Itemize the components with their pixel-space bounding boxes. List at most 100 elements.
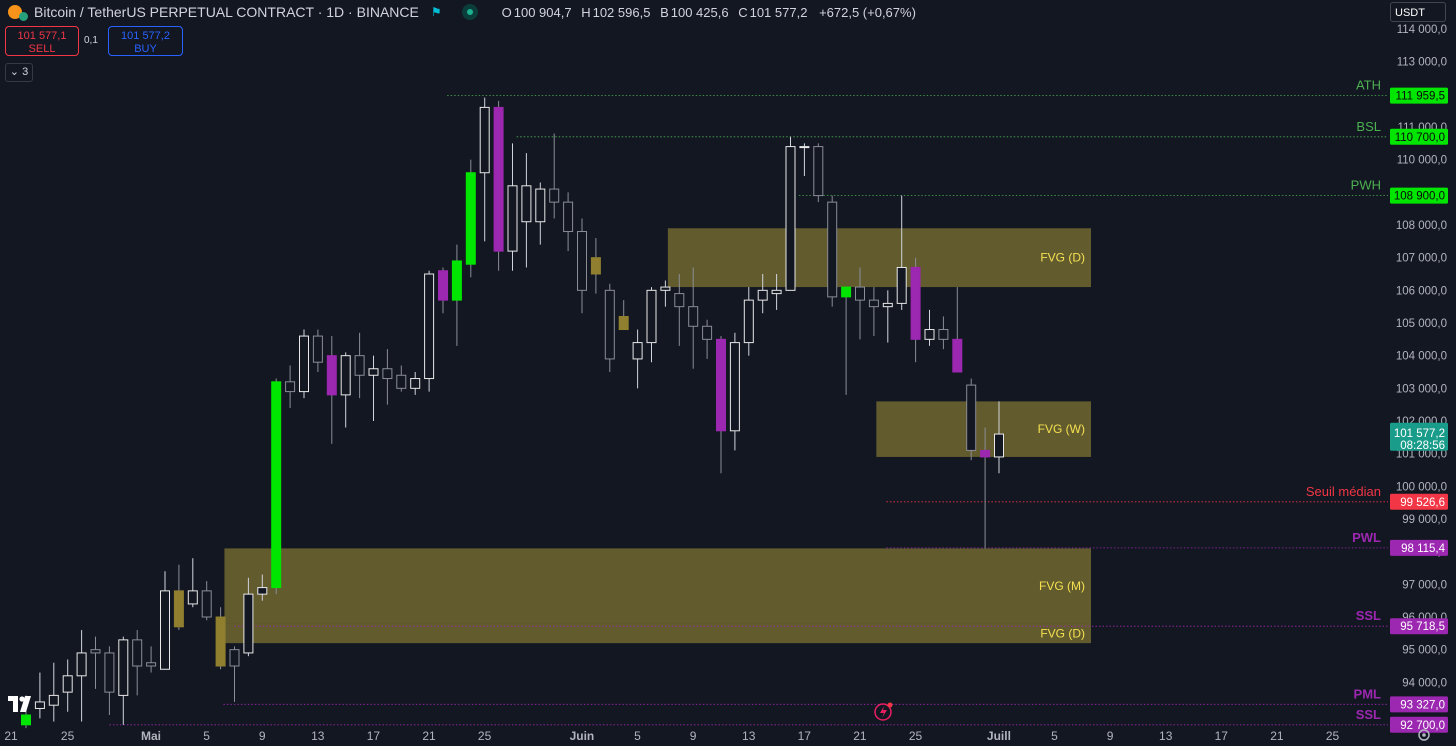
candle (396, 365, 407, 392)
candle (827, 195, 838, 307)
candle (257, 574, 268, 601)
date-tick: 17 (798, 729, 812, 743)
level-name: PWL (1352, 530, 1381, 545)
date-tick: 9 (259, 729, 266, 743)
candle (368, 355, 379, 421)
candle (215, 607, 226, 670)
price-tick: 99 000,0 (1402, 514, 1447, 526)
level-lines: ATH BSL PWH Seuil médian PWL SSL PML SSL (109, 78, 1388, 726)
settings-gear-icon[interactable] (1418, 729, 1430, 741)
buy-label: BUY (134, 43, 157, 55)
price-tick: 103 000,0 (1396, 383, 1447, 395)
fvg-zone (876, 401, 1091, 457)
date-tick: 21 (1270, 729, 1284, 743)
symbol-title[interactable]: Bitcoin / TetherUS PERPETUAL CONTRACT · … (34, 4, 419, 20)
candle (924, 309, 935, 346)
candle (896, 195, 907, 310)
sell-button[interactable]: 101 577,1 SELL (5, 26, 79, 56)
indicators-count: 3 (22, 66, 29, 78)
date-tick: 13 (742, 729, 756, 743)
countdown-text: 08:28:56 (1400, 440, 1445, 452)
candle (910, 257, 921, 363)
alert-icon[interactable] (874, 702, 893, 721)
indicators-toggle[interactable]: ⌄ 3 (5, 63, 33, 82)
currency-selector[interactable]: USDT (1390, 2, 1446, 22)
level-price-tag (1390, 716, 1448, 733)
level-name: ATH (1356, 78, 1381, 93)
fvg-zone-label: FVG (M) (1039, 579, 1085, 593)
candle (716, 336, 726, 474)
candle (938, 316, 949, 350)
candle (646, 287, 657, 363)
candle (299, 329, 309, 399)
candle (771, 274, 782, 310)
candle (410, 372, 421, 395)
candle (354, 332, 365, 399)
date-tick: 13 (311, 729, 325, 743)
level-name: SSL (1356, 707, 1381, 722)
price-tick: 107 000,0 (1396, 253, 1447, 265)
level-price-text: 93 327,0 (1400, 699, 1445, 711)
open-label: O (501, 4, 512, 20)
date-tick: 25 (1326, 729, 1340, 743)
level-price-text: 108 900,0 (1394, 191, 1445, 203)
date-tick: 17 (1215, 729, 1229, 743)
candle (577, 218, 587, 314)
candle (702, 319, 713, 359)
candle (855, 267, 865, 340)
level-price-text: 110 700,0 (1395, 132, 1445, 144)
level-price-tag (1390, 187, 1448, 204)
buy-button[interactable]: 101 577,2 BUY (108, 26, 183, 56)
candle (674, 274, 685, 346)
candle (799, 143, 810, 176)
date-tick: 13 (1159, 729, 1173, 743)
sell-label: SELL (28, 43, 56, 55)
level-price-text: 99 526,6 (1400, 497, 1445, 509)
price-tick: 105 000,0 (1396, 318, 1447, 330)
close-label: C (738, 4, 748, 20)
candle (90, 636, 101, 689)
level-tags: 111 959,5 110 700,0 108 900,0 99 526,6 98 11… (1390, 87, 1448, 733)
low-value: 100 425,6 (670, 4, 729, 20)
date-tick: Juill (987, 729, 1011, 743)
high-label: H (581, 4, 591, 20)
candle (62, 659, 73, 712)
candle (34, 672, 45, 719)
level-price-tag (1390, 696, 1448, 713)
candle (312, 329, 323, 372)
price-tick: 94 000,0 (1402, 677, 1447, 689)
price-tick: 95 000,0 (1402, 645, 1447, 657)
candle (966, 378, 977, 461)
price-tick: 100 000,0 (1396, 481, 1447, 493)
candle (868, 287, 879, 337)
chevron-down-icon: ⌄ (9, 66, 20, 78)
level-price-text: 98 115,4 (1401, 543, 1446, 555)
price-tick: 97 000,0 (1402, 579, 1447, 591)
candle (952, 287, 963, 373)
flag-icon[interactable]: ⚑ (430, 5, 442, 19)
candle (132, 630, 143, 696)
candle (994, 401, 1004, 474)
tether-icon (19, 11, 28, 21)
level-price-tag (1390, 128, 1448, 145)
candle (688, 267, 699, 369)
price-tick: 113 000,0 (1397, 57, 1447, 69)
date-tick: Mai (141, 729, 161, 743)
candle (118, 636, 129, 725)
candle (507, 143, 518, 271)
date-tick: 21 (422, 729, 436, 743)
time-axis[interactable]: 21 25 Mai 5 9 13 17 21 25 Juin 5 9 13 17 21 25 Juill 5 9 13… (4, 729, 1339, 743)
price-tick: 108 000,0 (1396, 220, 1447, 232)
candle (173, 564, 184, 631)
close-value: 101 577,2 (749, 4, 808, 20)
level-name: Seuil médian (1306, 484, 1381, 499)
spread-value: 0,1 (84, 35, 98, 46)
symbol-header: Bitcoin / TetherUS PERPETUAL CONTRACT · … (0, 0, 1380, 24)
fvg-zone (224, 548, 1091, 624)
high-value: 102 596,5 (592, 4, 651, 20)
candle (882, 290, 893, 343)
fvg-zone-label: FVG (D) (1040, 251, 1085, 265)
date-tick: 5 (634, 729, 641, 743)
